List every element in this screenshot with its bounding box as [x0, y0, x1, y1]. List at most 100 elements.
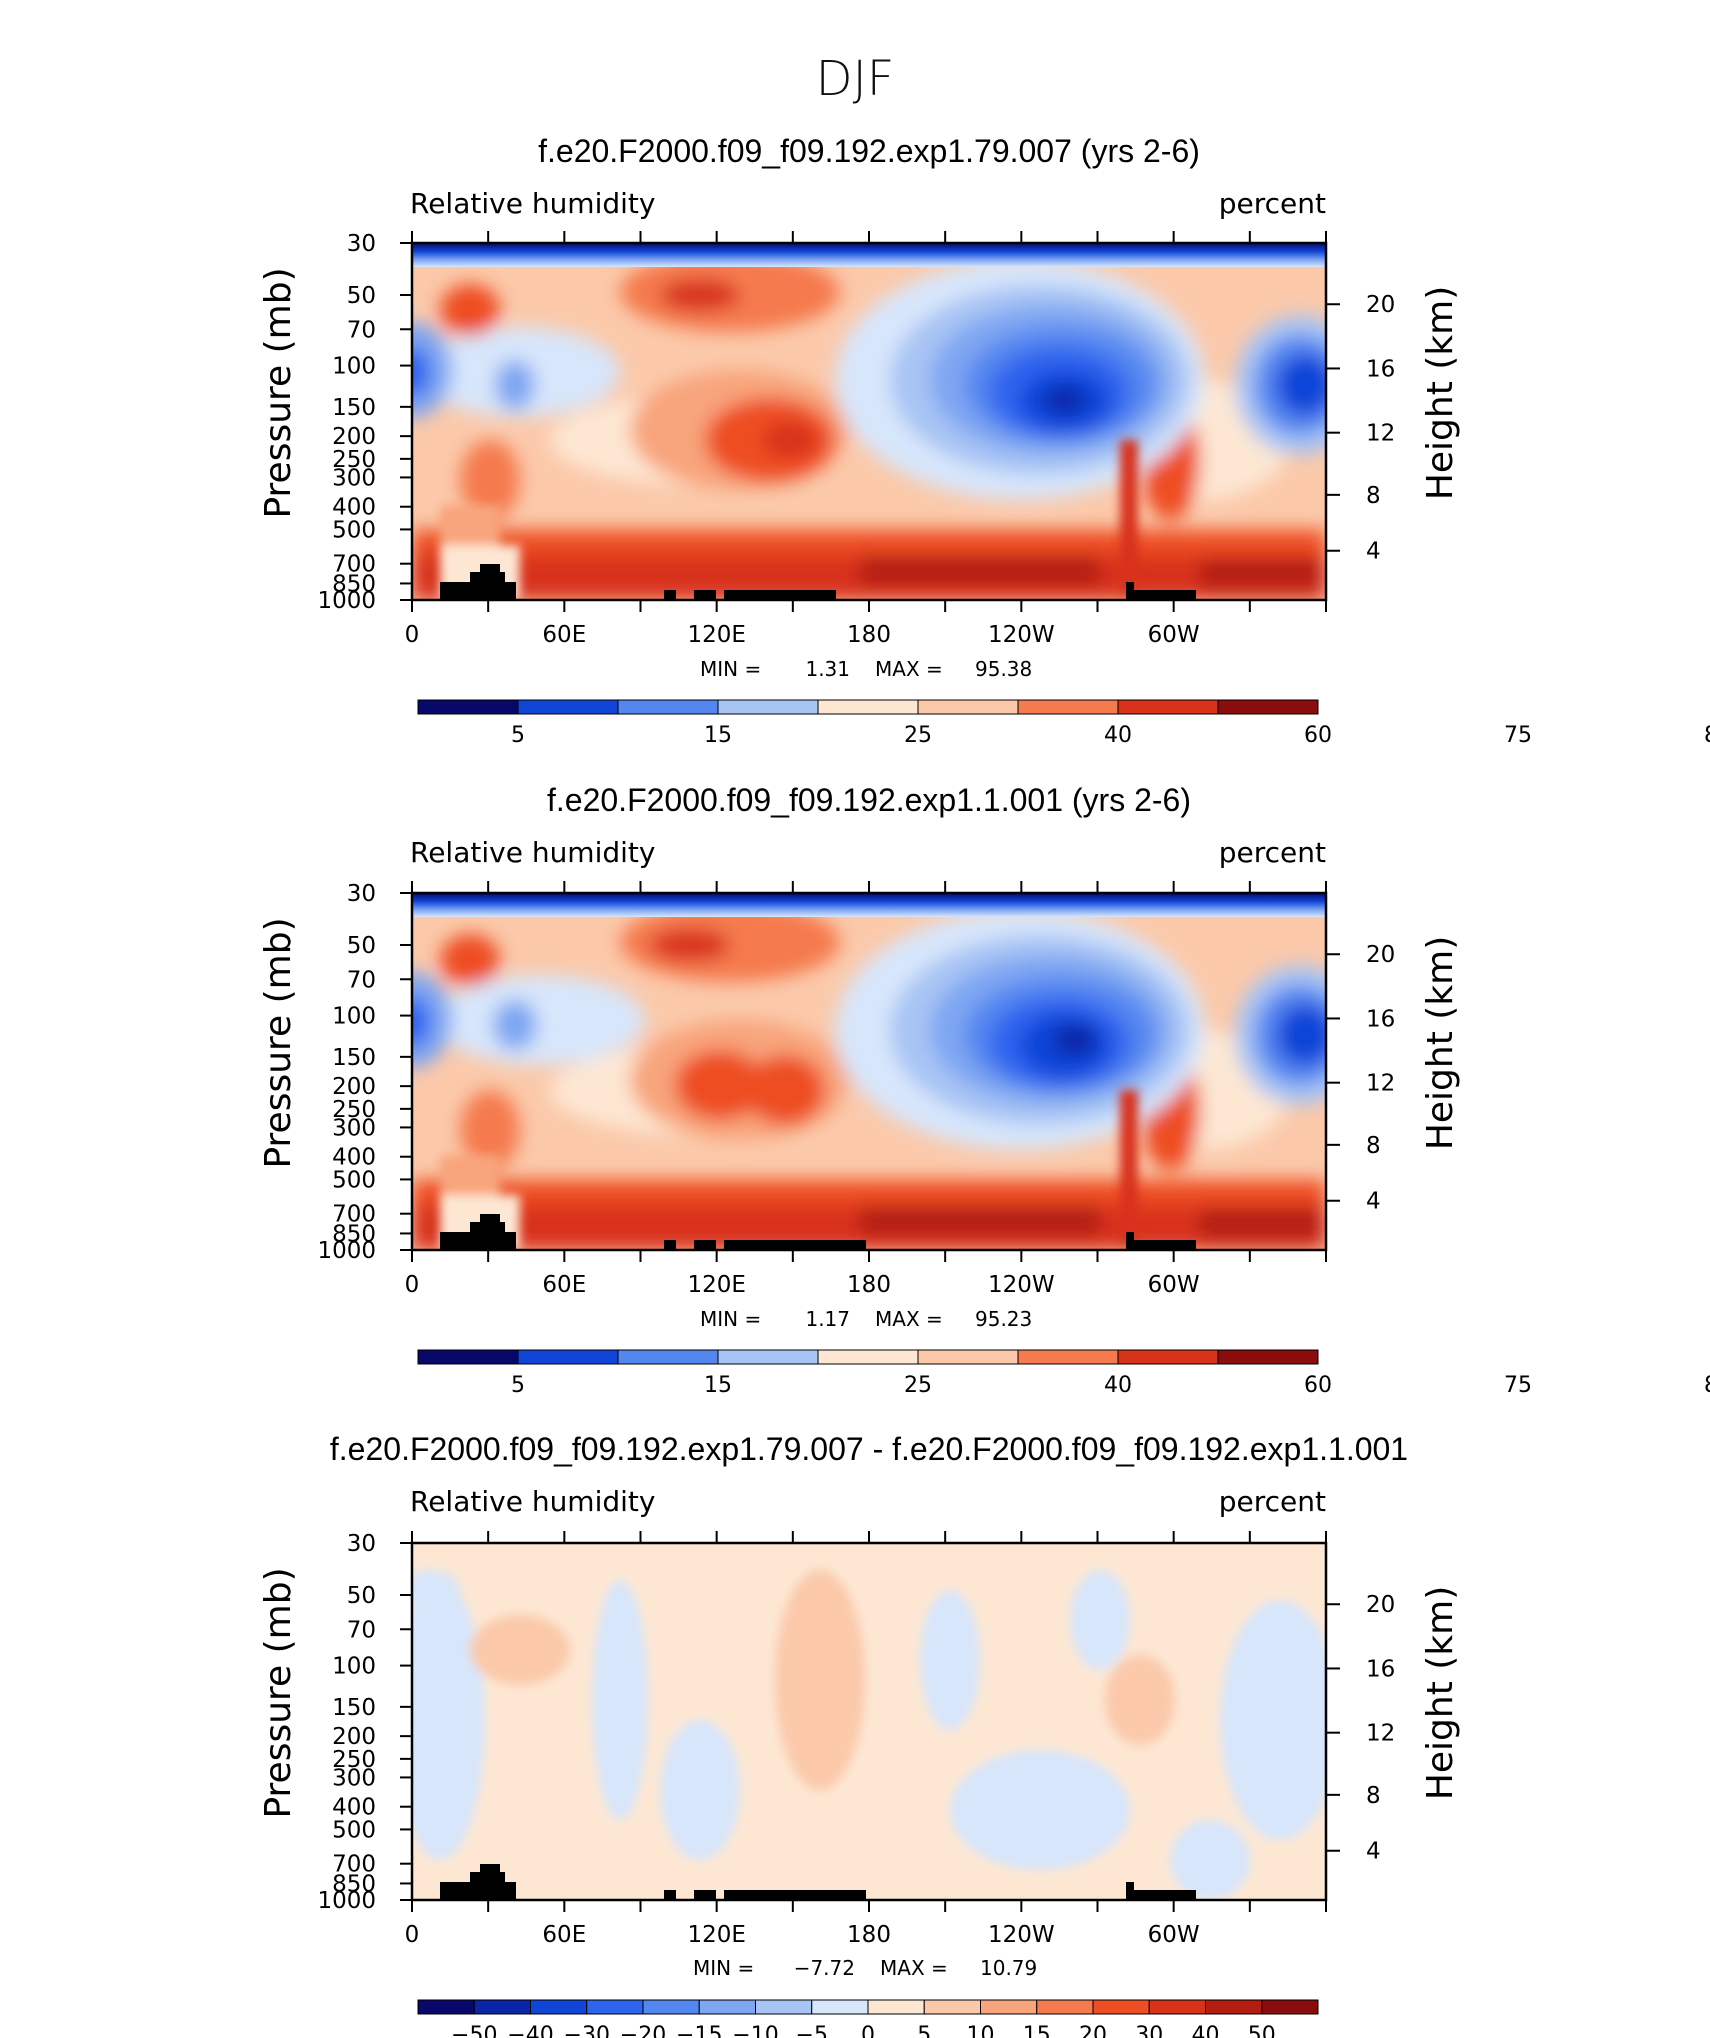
panel-1-colorbar-box	[1117, 699, 1219, 715]
panel-2-ytick-right-label: 8	[1366, 1133, 1381, 1159]
panel-1-ylabel-left: Pressure (mb)	[258, 267, 299, 518]
panel-1-colorbar-box	[617, 699, 719, 715]
panel-3-ytick-label: 300	[332, 1765, 376, 1791]
panel-1-xtick-label: 0	[405, 622, 420, 648]
panel-2-ytick-label: 250	[332, 1097, 376, 1123]
panel-1-variable-label: Relative humidity	[410, 187, 655, 220]
panel-1-title: f.e20.F2000.f09_f09.192.exp1.79.007 (yrs…	[538, 133, 1200, 169]
panel-2-ytick-label: 30	[347, 881, 376, 907]
panel-1-colorbar-box	[917, 699, 1019, 715]
panel-1-max-value: 95.38	[975, 657, 1032, 681]
panel-1-min-label: MIN =	[700, 657, 761, 681]
panel-2-ytick-label: 300	[332, 1115, 376, 1141]
panel-3-ylabel-right: Height (km)	[1420, 1586, 1461, 1800]
panel-2-colorbar-label: 25	[904, 1373, 932, 1398]
panel-3-colorbar-label: −15	[676, 2023, 722, 2038]
panel-3-colorbar-box	[417, 1999, 475, 2015]
panel-2-terrain	[440, 1214, 1196, 1250]
panel-2-ytick-label: 850	[332, 1221, 376, 1247]
panel-2-colorbar-box	[1117, 1349, 1219, 1365]
panel-1-ytick-right-label: 8	[1366, 483, 1381, 509]
panel-3-xtick-label: 180	[847, 1922, 891, 1948]
panel-2-ytick-label: 500	[332, 1167, 376, 1193]
panel-2: f.e20.F2000.f09_f09.192.exp1.1.001 (yrs …	[258, 782, 1710, 1398]
panel-2-colorbar-box	[517, 1349, 619, 1365]
panel-3-colorbar-label: −30	[564, 2023, 610, 2038]
panel-1: f.e20.F2000.f09_f09.192.exp1.79.007 (yrs…	[258, 133, 1710, 748]
panel-3-colorbar-box	[1148, 1999, 1206, 2015]
panel-3-colorbar-box	[473, 1999, 531, 2015]
panel-3-ytick-label: 50	[347, 1583, 376, 1609]
panel-3-stats: MIN = −7.72 MAX = 10.79	[693, 1956, 1037, 1980]
panel-3-colorbar-box	[1036, 1999, 1094, 2015]
panel-3-colorbar-box	[530, 1999, 588, 2015]
panel-2-max-label: MAX =	[875, 1307, 943, 1331]
panel-3-variable-label: Relative humidity	[410, 1485, 655, 1518]
panel-3-colorbar-label: 5	[917, 2023, 931, 2038]
panel-2-colorbar-box	[917, 1349, 1019, 1365]
panel-3-colorbar-label: 40	[1192, 2023, 1220, 2038]
panel-3-terrain	[440, 1864, 1196, 1900]
panel-1-ytick-label: 250	[332, 447, 376, 473]
panel-3-contour-field	[412, 1543, 1326, 1900]
panel-3-ytick-label: 70	[347, 1617, 376, 1643]
panel-3-colorbar-label: 10	[967, 2023, 995, 2038]
panel-2-ytick-right-label: 20	[1366, 942, 1395, 968]
panel-2-colorbar-label: 75	[1504, 1373, 1532, 1398]
panel-3-xtick-label: 60E	[542, 1922, 586, 1948]
panel-2-contour-field	[412, 893, 1326, 1250]
panel-2-ytick-right-label: 16	[1366, 1006, 1395, 1032]
panel-2-xtick-label: 120E	[687, 1272, 745, 1298]
panel-1-ytick-label: 150	[332, 395, 376, 421]
panel-1-min-value: 1.31	[805, 657, 850, 681]
panel-2-colorbar-label: 15	[704, 1373, 732, 1398]
panel-2-colorbar-box	[417, 1349, 519, 1365]
panel-3-max-value: 10.79	[980, 1956, 1037, 1980]
panel-3-ytick-right-label: 8	[1366, 1783, 1381, 1809]
panel-1-colorbar-box	[1217, 699, 1319, 715]
panel-1-xtick-label: 120W	[988, 622, 1055, 648]
panel-2-ytick-label: 700	[332, 1202, 376, 1228]
panel-1-ytick-label: 100	[332, 354, 376, 380]
figure-title: DJF	[816, 51, 895, 107]
panel-3-colorbar-box	[1261, 1999, 1319, 2015]
panel-2-colorbar-label: 85	[1704, 1373, 1710, 1398]
panel-3-ytick-label: 850	[332, 1871, 376, 1897]
panel-3-colorbar-label: 30	[1135, 2023, 1163, 2038]
panel-3-colorbar-box	[923, 1999, 981, 2015]
panel-1-ytick-label: 850	[332, 571, 376, 597]
panel-3-ylabel-left: Pressure (mb)	[258, 1567, 299, 1818]
panel-3-colorbar-box	[1205, 1999, 1263, 2015]
panel-2-colorbar-label: 40	[1104, 1373, 1132, 1398]
panel-1-colorbar-box	[517, 699, 619, 715]
panel-2-max-value: 95.23	[975, 1307, 1032, 1331]
panel-3-max-label: MAX =	[880, 1956, 948, 1980]
panel-1-colorbar-label: 15	[704, 723, 732, 748]
panel-3-ytick-label: 250	[332, 1747, 376, 1773]
panel-1-ytick-label: 50	[347, 283, 376, 309]
panel-2-title: f.e20.F2000.f09_f09.192.exp1.1.001 (yrs …	[547, 782, 1191, 818]
panel-1-terrain	[440, 564, 1196, 600]
panel-3-ytick-label: 100	[332, 1654, 376, 1680]
panel-3-xtick-label: 120E	[687, 1922, 745, 1948]
panel-1-units-label: percent	[1219, 187, 1326, 220]
panel-1-colorbar-label: 75	[1504, 723, 1532, 748]
panel-1-colorbar: 515254060758595	[417, 699, 1710, 748]
panel-3-colorbar-box	[586, 1999, 644, 2015]
panel-2-ylabel-left: Pressure (mb)	[258, 917, 299, 1168]
panel-1-xtick-label: 120E	[687, 622, 745, 648]
panel-2-ytick-label: 1000	[317, 1238, 376, 1264]
panel-2-xtick-label: 180	[847, 1272, 891, 1298]
panel-3-min-label: MIN =	[693, 1956, 754, 1980]
panel-2-ytick-right-label: 12	[1366, 1071, 1395, 1097]
panel-2-ytick-label: 200	[332, 1074, 376, 1100]
panel-3-xtick-label: 120W	[988, 1922, 1055, 1948]
panel-2-ytick-label: 150	[332, 1045, 376, 1071]
panel-3-colorbar-label: 0	[861, 2023, 875, 2038]
panel-1-colorbar-label: 25	[904, 723, 932, 748]
panel-1-xtick-label: 180	[847, 622, 891, 648]
panel-2-colorbar-box	[817, 1349, 919, 1365]
panel-1-ytick-label: 1000	[317, 588, 376, 614]
panel-1-colorbar-box	[817, 699, 919, 715]
